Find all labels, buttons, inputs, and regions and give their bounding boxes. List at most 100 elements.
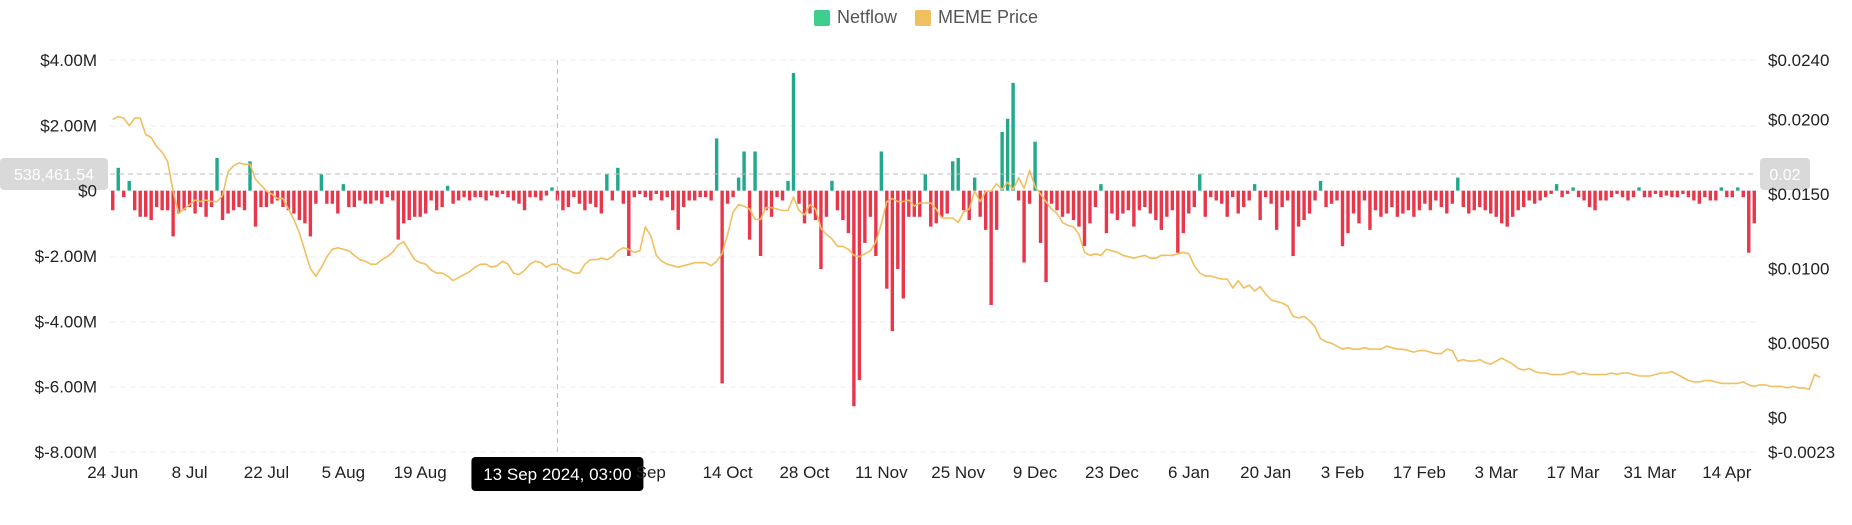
netflow-bar xyxy=(1209,190,1213,198)
netflow-bar xyxy=(808,190,812,214)
netflow-bar xyxy=(1187,190,1191,214)
netflow-bar xyxy=(1170,190,1175,211)
netflow-bar xyxy=(978,190,982,217)
netflow-bar xyxy=(660,190,664,201)
legend-item-price[interactable]: MEME Price xyxy=(915,7,1038,28)
netflow-bar xyxy=(1132,190,1136,227)
netflow-bar xyxy=(852,190,856,407)
netflow-bar xyxy=(1280,190,1284,207)
netflow-bar xyxy=(1274,190,1279,230)
netflow-bar xyxy=(1730,190,1734,198)
netflow-bar xyxy=(1000,131,1004,191)
netflow-bar xyxy=(1291,190,1295,256)
netflow-bar xyxy=(967,190,971,221)
netflow-bar xyxy=(632,190,636,198)
netflow-bar xyxy=(456,190,461,201)
netflow-bar xyxy=(418,190,422,217)
x-axis-tick-label: 11 Nov xyxy=(855,463,908,482)
netflow-bar xyxy=(1231,190,1235,198)
netflow-bar xyxy=(1121,190,1125,214)
netflow-bar xyxy=(407,190,411,221)
netflow-bar xyxy=(215,158,219,191)
netflow-bar xyxy=(1302,190,1306,221)
netflow-bar xyxy=(1576,190,1581,198)
netflow-bar xyxy=(511,190,516,201)
netflow-bar xyxy=(1148,190,1153,214)
netflow-bar xyxy=(1055,190,1059,211)
netflow-bar xyxy=(1532,190,1537,204)
left-axis-tick-label: $-4.00M xyxy=(35,312,97,331)
x-axis-tick-label: 3 Mar xyxy=(1474,463,1518,482)
price-series-line xyxy=(112,115,1821,391)
x-axis-tick-label: 5 Aug xyxy=(322,463,366,482)
netflow-bar xyxy=(1736,187,1740,191)
netflow-bar xyxy=(1252,184,1257,191)
netflow-bar xyxy=(193,190,197,214)
netflow-bar xyxy=(1505,190,1509,227)
netflow-bar xyxy=(429,190,433,201)
netflow-bar xyxy=(1697,190,1702,204)
netflow-bar xyxy=(369,190,373,204)
right-axis-tick-label: $0.0240 xyxy=(1768,51,1829,70)
netflow-bar xyxy=(1445,190,1449,214)
crosshair-right-value: 0.02 xyxy=(1769,167,1800,184)
netflow-bar xyxy=(528,190,532,198)
netflow-bar xyxy=(1044,190,1048,283)
netflow-bar xyxy=(176,190,181,214)
netflow-bar xyxy=(1384,190,1389,214)
netflow-bar xyxy=(259,190,263,207)
netflow-bar xyxy=(929,190,933,227)
netflow-bar xyxy=(1417,190,1422,211)
netflow-bar xyxy=(363,190,367,204)
netflow-bar xyxy=(1220,190,1224,204)
netflow-bar xyxy=(1225,190,1229,217)
right-axis-tick-label: $0.0200 xyxy=(1768,111,1829,130)
netflow-bar xyxy=(813,190,818,221)
x-axis-tick-label: 20 Jan xyxy=(1240,463,1291,482)
netflow-bar xyxy=(308,190,313,237)
netflow-bar xyxy=(665,190,669,198)
netflow-bar xyxy=(275,190,280,201)
netflow-bar xyxy=(1439,190,1444,207)
netflow-bar xyxy=(775,190,779,198)
netflow-bar xyxy=(874,190,878,256)
netflow-bar xyxy=(1088,190,1092,224)
netflow-bar xyxy=(577,190,582,204)
x-axis-tick-label: 14 Oct xyxy=(703,463,753,482)
x-axis-tick-label: Sep xyxy=(636,463,666,482)
netflow-bar xyxy=(1510,190,1515,217)
netflow-bar xyxy=(1049,190,1054,204)
netflow-bar xyxy=(1104,190,1109,234)
right-axis: $0.0240 $0.0200 $0.0150 $0.0100 $0.0050 $0 $-0… xyxy=(1768,51,1835,462)
netflow-bar xyxy=(231,190,236,211)
netflow-bar xyxy=(1560,190,1564,198)
legend-item-netflow[interactable]: Netflow xyxy=(813,7,897,28)
netflow-bar xyxy=(248,161,252,191)
netflow-bar xyxy=(676,190,680,230)
left-axis-tick-label: $2.00M xyxy=(40,116,97,135)
netflow-bar xyxy=(1011,82,1015,191)
netflow-bar xyxy=(1620,190,1625,198)
netflow-bar xyxy=(154,190,159,207)
netflow-bar xyxy=(1423,190,1427,204)
netflow-bar xyxy=(111,190,115,211)
netflow-bar xyxy=(253,190,258,227)
netflow-bar xyxy=(358,190,362,201)
netflow-bar xyxy=(1307,190,1312,214)
netflow-bar xyxy=(1719,187,1724,191)
netflow-bar xyxy=(605,174,609,191)
netflow-bar xyxy=(1022,190,1026,263)
netflow-bar xyxy=(1467,190,1471,214)
netflow-bar xyxy=(714,138,719,191)
netflow-bar xyxy=(780,190,785,201)
crosshair-date-tag xyxy=(471,457,644,491)
netflow-bar xyxy=(885,190,889,289)
netflow-bar xyxy=(352,190,357,207)
netflow-bar xyxy=(923,174,927,191)
netflow-bar xyxy=(319,174,324,191)
netflow-bar xyxy=(1500,190,1504,224)
netflow-bar xyxy=(599,190,604,214)
netflow-bar xyxy=(1461,190,1465,207)
left-axis: $4.00M $2.00M $0 $-2.00M $-4.00M $-6.00M $-8.0… xyxy=(35,51,97,462)
